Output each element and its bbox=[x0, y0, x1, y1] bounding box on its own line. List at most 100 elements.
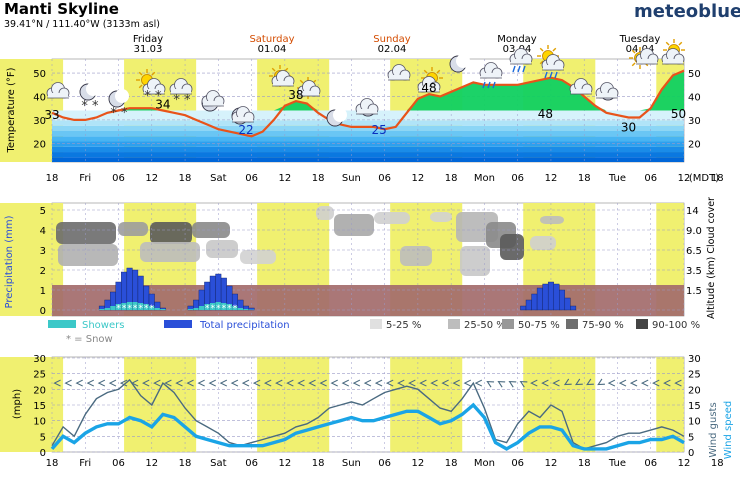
wind-grid bbox=[51, 357, 685, 453]
wind-direction-arrow bbox=[663, 379, 671, 387]
showers-bar bbox=[115, 304, 122, 310]
time-tick-label: 06 bbox=[112, 173, 125, 184]
cloud-cover-cell bbox=[118, 222, 148, 236]
time-tick-label: 18 bbox=[46, 173, 59, 184]
cloud-cover-legend-label: 75-90 % bbox=[582, 320, 624, 331]
wind-direction-arrow bbox=[519, 380, 528, 388]
temperature-min-max-labels: 33 34 22 38 25 48 48 30 50 bbox=[44, 81, 686, 137]
wind-direction-arrow bbox=[119, 379, 128, 387]
cloud-cover-swatch bbox=[502, 319, 514, 329]
wind-tick-right: 30 bbox=[688, 354, 701, 365]
wind-tick-right: 25 bbox=[688, 370, 701, 381]
wind-direction-arrow bbox=[219, 379, 228, 387]
total-precipitation-swatch bbox=[164, 320, 192, 328]
cloud-cover-swatch bbox=[636, 319, 648, 329]
time-tick-label: 06 bbox=[644, 173, 657, 184]
wind-direction-arrow bbox=[97, 379, 106, 387]
showers-bar bbox=[121, 303, 127, 310]
showers-bar bbox=[143, 304, 150, 310]
wind-tick-right: 10 bbox=[688, 417, 701, 428]
showers-bar bbox=[110, 306, 116, 310]
wind-direction-arrow bbox=[541, 379, 549, 387]
day-name: Sunday bbox=[373, 34, 410, 45]
precipitation-grid bbox=[51, 203, 685, 316]
wind-direction-arrow bbox=[319, 379, 327, 387]
day-name: Tuesday bbox=[619, 34, 661, 45]
cloud-icon bbox=[142, 78, 166, 95]
temperature-label: 50 bbox=[671, 107, 686, 121]
wind-direction-arrow bbox=[385, 379, 394, 387]
cloud-icon bbox=[169, 78, 193, 95]
wind-direction-arrow bbox=[419, 379, 427, 387]
wind-tick-right: 20 bbox=[688, 385, 701, 396]
total-precipitation-bar bbox=[520, 305, 527, 311]
time-tick-label: 06 bbox=[511, 173, 524, 184]
wind-tick-left: 15 bbox=[33, 401, 46, 412]
timezone-label: (MDT) bbox=[689, 173, 719, 184]
time-tick-label: 12 bbox=[545, 458, 558, 469]
wind-tick-left: 30 bbox=[33, 354, 46, 365]
time-tick-label: 06 bbox=[378, 458, 391, 469]
time-tick-label: 18 bbox=[711, 173, 724, 184]
time-tick-label: 12 bbox=[145, 458, 158, 469]
showers-bar bbox=[154, 308, 161, 310]
time-tick-label: 18 bbox=[46, 458, 59, 469]
snow-marker: * bbox=[133, 304, 138, 314]
wind-direction-arrow bbox=[186, 379, 194, 387]
cloud-icon bbox=[595, 82, 619, 99]
brand-logo: meteoblue bbox=[634, 1, 740, 22]
daylight-band bbox=[523, 357, 596, 452]
wind-direction-arrow bbox=[397, 379, 405, 387]
showers-bar bbox=[126, 302, 133, 310]
wind-direction-arrow bbox=[164, 379, 172, 387]
precipitation-tick: 2 bbox=[40, 266, 46, 277]
wind-direction-arrow bbox=[363, 379, 372, 387]
temperature-cold-bands bbox=[52, 110, 684, 162]
total-precipitation-bar bbox=[559, 289, 566, 311]
daylight-band bbox=[124, 357, 197, 452]
wind-direction-arrow bbox=[552, 379, 560, 387]
time-tick-label: 12 bbox=[145, 173, 158, 184]
day-name: Saturday bbox=[249, 34, 294, 45]
time-tick-label: Sun bbox=[342, 173, 361, 184]
wind-direction-arrow bbox=[241, 379, 250, 387]
wind-tick-left: 25 bbox=[33, 370, 46, 381]
cloud-icon bbox=[355, 98, 379, 115]
wind-direction-arrow bbox=[607, 379, 616, 387]
cold-band bbox=[52, 130, 684, 137]
cloud-icon bbox=[387, 64, 411, 81]
daylight-band bbox=[390, 357, 463, 452]
showers-bar bbox=[226, 304, 233, 310]
daylight-band bbox=[0, 357, 64, 452]
snow-marker: * bbox=[211, 304, 216, 314]
wind-tick-right: 0 bbox=[688, 448, 694, 459]
cold-band bbox=[52, 115, 684, 121]
cloud-cover-cell bbox=[530, 236, 556, 250]
temperature-tick-right: 50 bbox=[688, 69, 701, 80]
wind-direction-arrow bbox=[208, 379, 217, 387]
total-precipitation-bar bbox=[570, 305, 577, 311]
showers-bar bbox=[160, 309, 166, 310]
cloud-icon bbox=[479, 62, 503, 79]
wind-direction-arrows bbox=[53, 378, 682, 388]
wind-direction-arrow bbox=[430, 379, 438, 387]
total-precipitation-legend-label: Total precipitation bbox=[199, 320, 290, 331]
precipitation-tick: 0 bbox=[40, 306, 46, 317]
wind-tick-right: 5 bbox=[688, 432, 694, 443]
wind-direction-arrow bbox=[452, 379, 460, 387]
cloud-cover-legend-label: 50-75 % bbox=[518, 320, 560, 331]
wind-direction-arrow bbox=[618, 379, 627, 387]
snow-marker: * bbox=[150, 304, 155, 314]
total-precipitation-bar bbox=[542, 283, 549, 311]
cold-band bbox=[52, 141, 684, 147]
time-tick-label: Sun bbox=[342, 458, 361, 469]
rain-icon bbox=[544, 71, 558, 79]
time-tick-label: Sat bbox=[210, 458, 226, 469]
temperature-warm-fill bbox=[52, 70, 684, 111]
cloud-icon bbox=[271, 70, 295, 87]
cloud-icon bbox=[541, 54, 565, 71]
total-precipitation-bar bbox=[547, 281, 554, 311]
altitude-tick: 3.5 bbox=[686, 266, 702, 277]
time-tick-label: 06 bbox=[511, 458, 524, 469]
